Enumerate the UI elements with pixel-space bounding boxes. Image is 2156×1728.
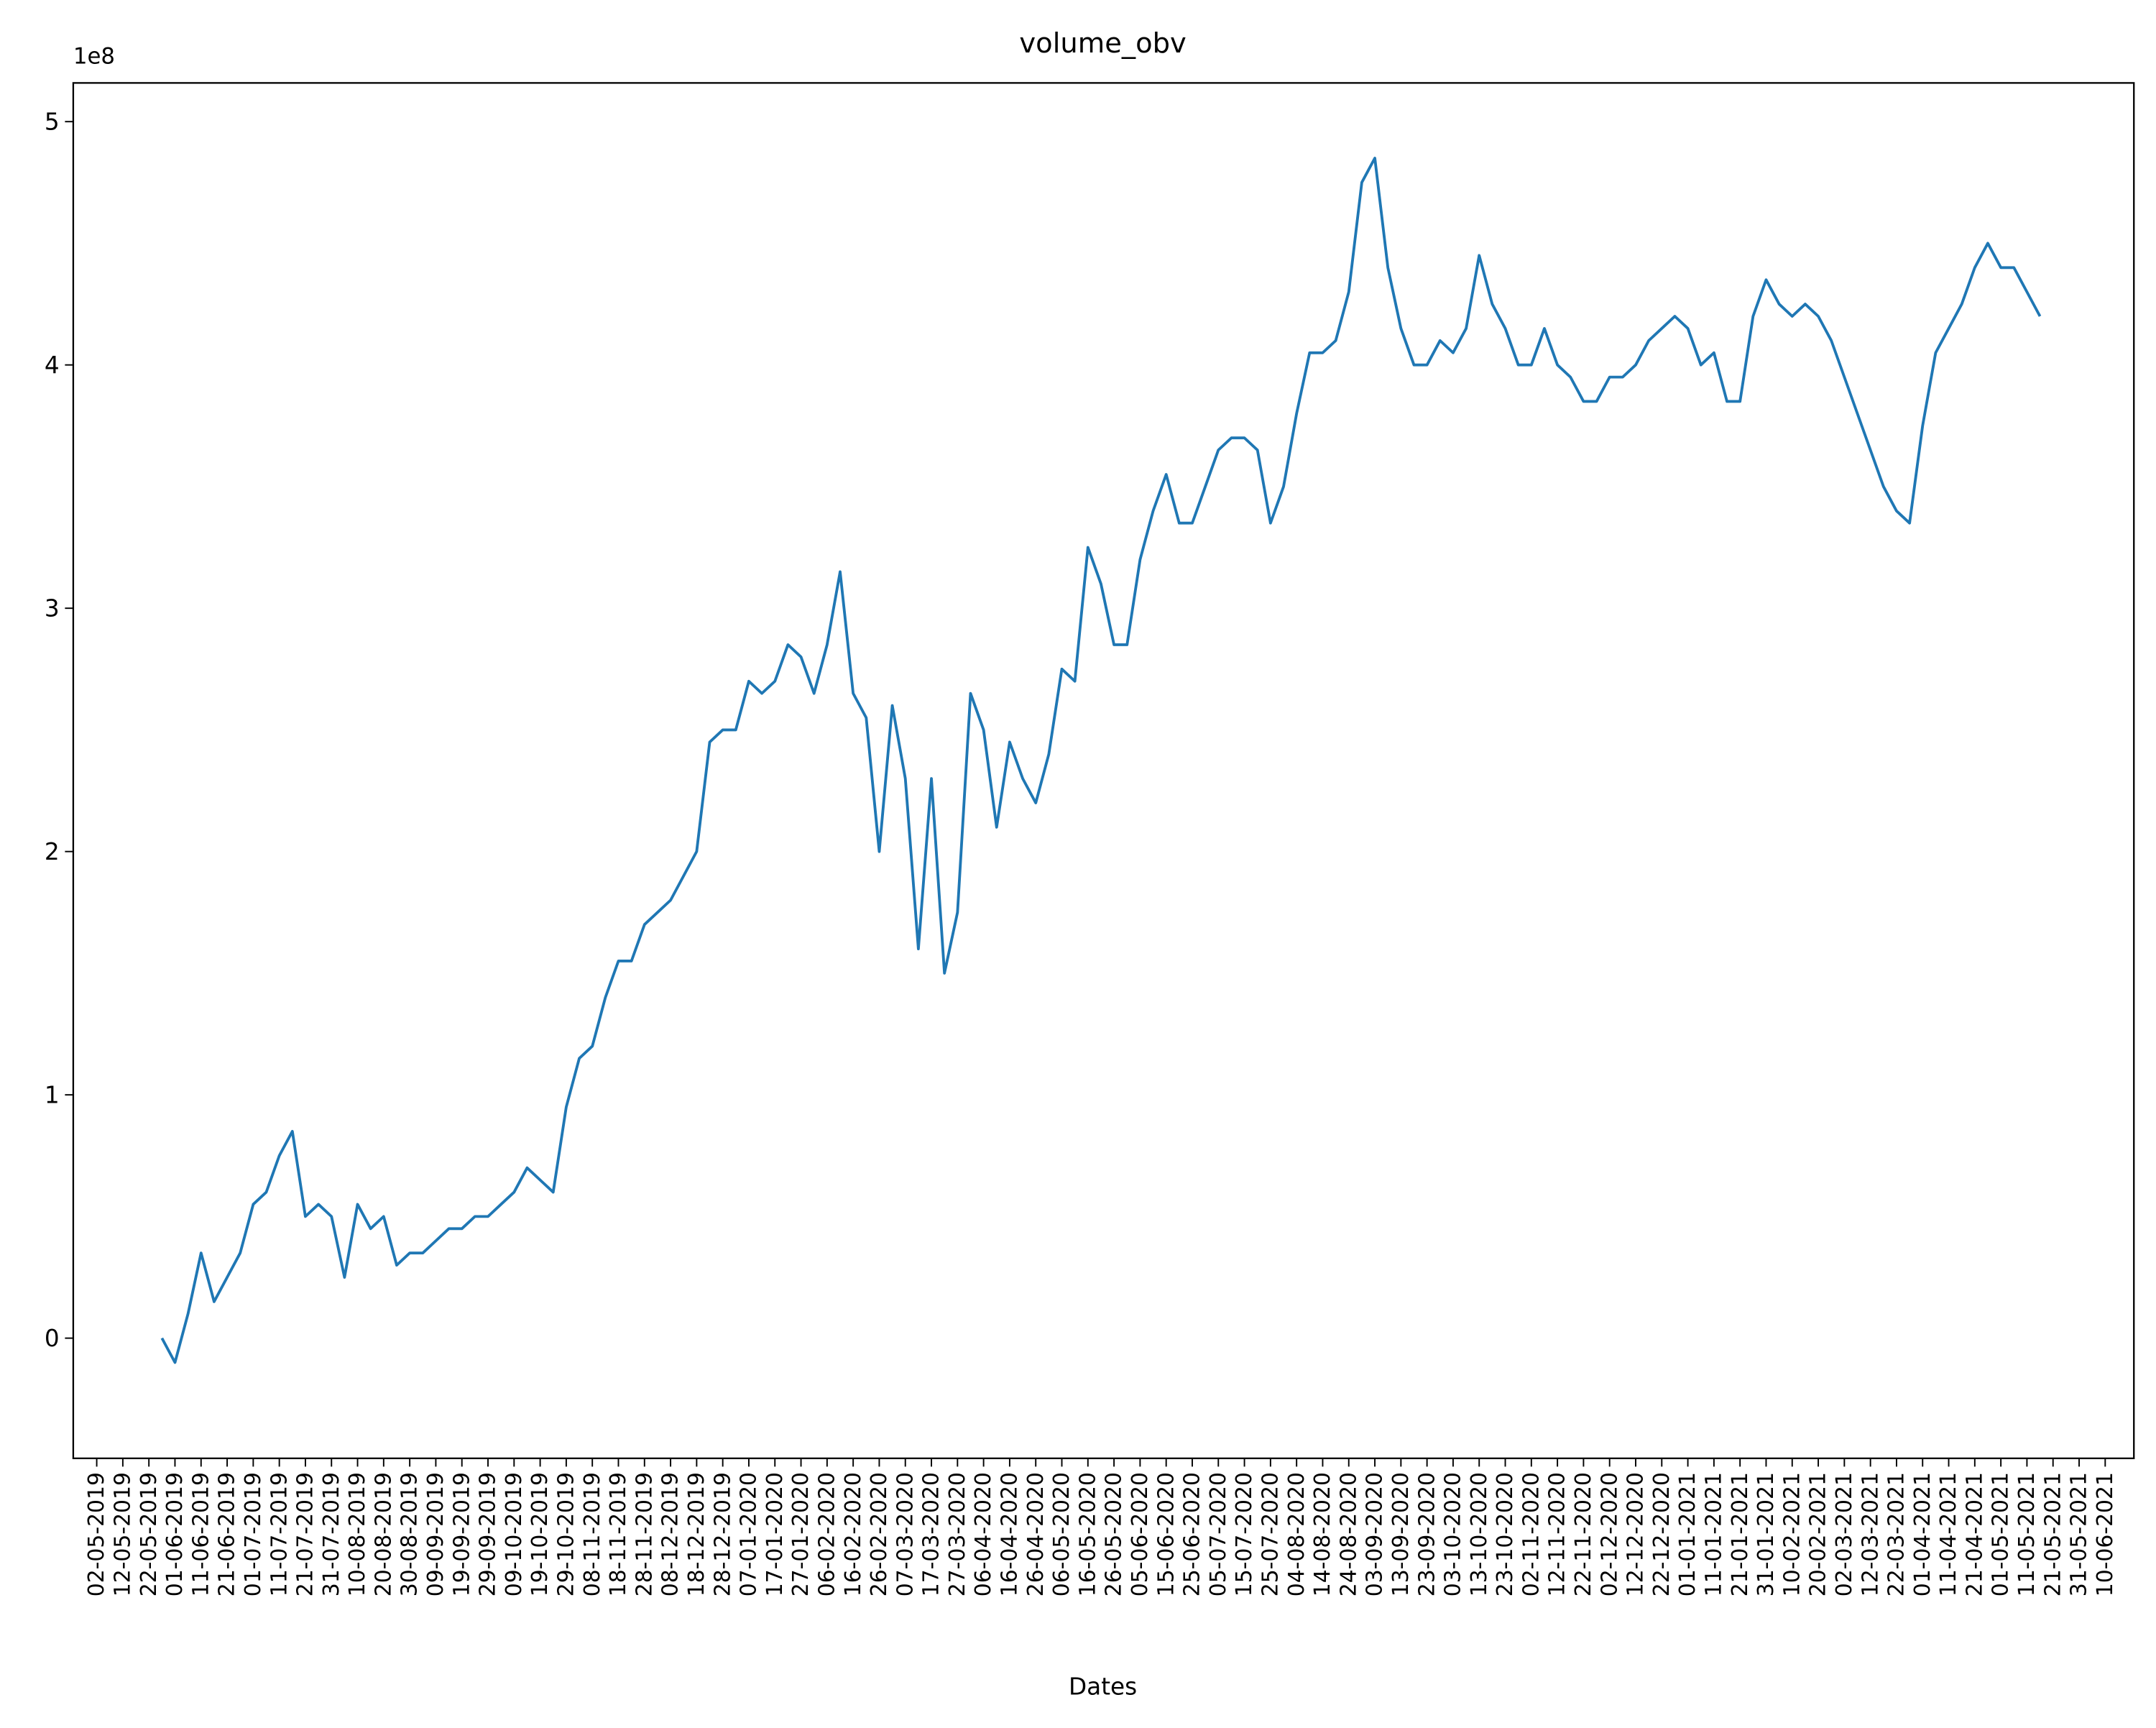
x-tick-label: 02-11-2020 — [1519, 1472, 1544, 1596]
x-tick-label: 06-05-2020 — [1049, 1472, 1074, 1596]
x-tick-label: 12-11-2020 — [1545, 1472, 1570, 1596]
y-tick-label: 5 — [45, 109, 60, 136]
x-tick-label: 01-04-2021 — [1910, 1472, 1935, 1596]
x-tick-label: 25-07-2020 — [1258, 1472, 1283, 1596]
x-tick-label: 29-10-2019 — [554, 1472, 579, 1596]
x-tick-label: 28-12-2019 — [710, 1472, 735, 1596]
x-tick-label: 27-01-2020 — [788, 1472, 814, 1596]
x-tick-label: 21-07-2019 — [293, 1472, 318, 1596]
x-tick-label: 21-06-2019 — [215, 1472, 240, 1596]
x-tick-label: 27-03-2020 — [945, 1472, 970, 1596]
x-tick-label: 15-07-2020 — [1232, 1472, 1257, 1596]
x-tick-label: 06-02-2020 — [814, 1472, 839, 1596]
x-tick-label: 02-12-2020 — [1597, 1472, 1622, 1596]
x-tick-label: 12-03-2021 — [1858, 1472, 1883, 1596]
x-tick-label: 01-06-2019 — [162, 1472, 188, 1596]
x-tick-label: 18-11-2019 — [606, 1472, 631, 1596]
x-tick-label: 03-10-2020 — [1441, 1472, 1466, 1596]
x-tick-label: 19-09-2019 — [449, 1472, 474, 1596]
x-tick-label: 23-10-2020 — [1493, 1472, 1518, 1596]
x-tick-label: 24-08-2020 — [1336, 1472, 1361, 1596]
x-tick-label: 09-09-2019 — [423, 1472, 448, 1596]
x-tick-label: 11-01-2021 — [1701, 1472, 1726, 1596]
x-tick-label: 19-10-2019 — [528, 1472, 553, 1596]
x-tick-label: 17-03-2020 — [919, 1472, 944, 1596]
y-tick-label: 4 — [45, 351, 60, 379]
x-tick-label: 10-06-2021 — [2093, 1472, 2118, 1596]
plot-frame — [72, 82, 2135, 1460]
x-tick-label: 05-07-2020 — [1206, 1472, 1231, 1596]
x-tick-label: 11-04-2021 — [1936, 1472, 1961, 1596]
y-tick-label: 3 — [45, 595, 60, 622]
x-tick-label: 21-05-2021 — [2040, 1472, 2065, 1596]
x-tick-label: 13-09-2020 — [1388, 1472, 1414, 1596]
x-tick-label: 02-05-2019 — [84, 1472, 109, 1596]
x-tick-label: 06-04-2020 — [971, 1472, 996, 1596]
chart-title: volume_obv — [1019, 27, 1186, 60]
x-tick-label: 20-08-2019 — [371, 1472, 396, 1596]
x-tick-label: 09-10-2019 — [502, 1472, 527, 1596]
x-tick-label: 10-02-2021 — [1779, 1472, 1805, 1596]
x-tick-label: 13-10-2020 — [1467, 1472, 1492, 1596]
x-tick-label: 01-07-2019 — [241, 1472, 266, 1596]
x-tick-label: 07-03-2020 — [893, 1472, 918, 1596]
x-tick-label: 14-08-2020 — [1310, 1472, 1335, 1596]
data-line — [160, 157, 2042, 1364]
x-tick-label: 11-07-2019 — [267, 1472, 292, 1596]
x-axis-label: Dates — [1069, 1673, 1137, 1701]
x-tick-label: 08-11-2019 — [580, 1472, 605, 1596]
x-tick-label: 26-05-2020 — [1102, 1472, 1127, 1596]
x-tick-label: 26-02-2020 — [867, 1472, 892, 1596]
x-tick-label: 01-05-2021 — [1989, 1472, 2014, 1596]
x-tick-label: 22-12-2020 — [1649, 1472, 1674, 1596]
x-tick-label: 12-05-2019 — [110, 1472, 135, 1596]
x-tick-label: 31-05-2021 — [2067, 1472, 2092, 1596]
x-tick-label: 16-04-2020 — [998, 1472, 1023, 1596]
x-tick-label: 31-01-2021 — [1754, 1472, 1779, 1596]
x-tick-label: 21-01-2021 — [1728, 1472, 1753, 1596]
x-tick-label: 22-05-2019 — [137, 1472, 162, 1596]
y-tick-label: 2 — [45, 838, 60, 865]
x-tick-label: 05-06-2020 — [1128, 1472, 1153, 1596]
x-tick-label: 23-09-2020 — [1414, 1472, 1439, 1596]
x-tick-label: 16-05-2020 — [1075, 1472, 1100, 1596]
x-tick-label: 31-07-2019 — [319, 1472, 344, 1596]
x-tick-label: 25-06-2020 — [1180, 1472, 1205, 1596]
x-tick-label: 11-06-2019 — [188, 1472, 213, 1596]
x-tick-label: 04-08-2020 — [1284, 1472, 1309, 1596]
x-tick-label: 15-06-2020 — [1153, 1472, 1179, 1596]
x-tick-label: 12-12-2020 — [1623, 1472, 1649, 1596]
x-tick-label: 30-08-2019 — [397, 1472, 423, 1596]
x-tick-label: 02-03-2021 — [1832, 1472, 1857, 1596]
y-offset-label: 1e8 — [73, 43, 115, 69]
x-tick-label: 21-04-2021 — [1962, 1472, 1987, 1596]
x-tick-label: 18-12-2019 — [684, 1472, 709, 1596]
x-tick-label: 29-09-2019 — [476, 1472, 501, 1596]
x-tick-label: 28-11-2019 — [632, 1472, 657, 1596]
x-tick-label: 07-01-2020 — [737, 1472, 762, 1596]
x-tick-label: 22-03-2021 — [1884, 1472, 1909, 1596]
x-tick-label: 03-09-2020 — [1363, 1472, 1388, 1596]
x-tick-label: 26-04-2020 — [1023, 1472, 1049, 1596]
y-tick-label: 0 — [45, 1325, 60, 1352]
y-tick-label: 1 — [45, 1082, 60, 1109]
x-tick-label: 22-11-2020 — [1571, 1472, 1596, 1596]
x-tick-label: 10-08-2019 — [345, 1472, 370, 1596]
x-tick-label: 11-05-2021 — [2014, 1472, 2040, 1596]
x-tick-label: 16-02-2020 — [841, 1472, 866, 1596]
x-tick-label: 01-01-2021 — [1675, 1472, 1700, 1596]
x-tick-label: 17-01-2020 — [763, 1472, 788, 1596]
x-tick-label: 20-02-2021 — [1806, 1472, 1831, 1596]
x-tick-label: 08-12-2019 — [658, 1472, 683, 1596]
